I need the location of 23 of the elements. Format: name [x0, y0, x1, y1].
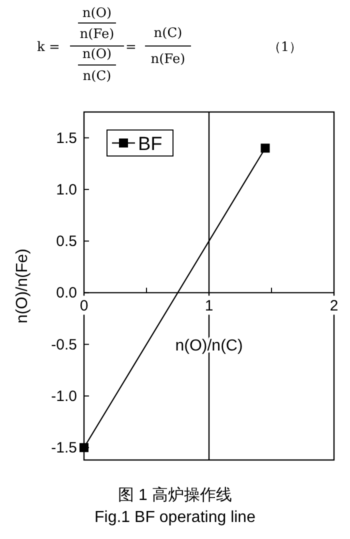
- x-tick-label: 0: [80, 298, 88, 315]
- caption: Fig.1 BF operating line: [94, 509, 256, 526]
- caption: 图 1 高炉操作线: [118, 486, 232, 504]
- x-tick-label: 2: [330, 298, 338, 315]
- y-tick-label: 1.5: [56, 130, 77, 147]
- text: n(Fe): [80, 27, 114, 42]
- text: n(O): [82, 47, 112, 62]
- text: n(C): [82, 69, 112, 84]
- y-tick-label: 0.0: [56, 284, 77, 302]
- y-axis-title: n(O)/n(Fe): [14, 248, 31, 324]
- text: =: [126, 40, 136, 55]
- legend-label: BF: [138, 134, 162, 155]
- y-tick-label: -1.0: [51, 388, 77, 405]
- text: n(Fe): [150, 52, 186, 67]
- y-tick-label: 0.5: [56, 233, 77, 250]
- text: n(O): [82, 6, 112, 21]
- text: k =: [37, 40, 60, 55]
- text: n(C): [154, 26, 182, 41]
- text: （1）: [268, 40, 302, 55]
- y-tick-label: 1.0: [56, 181, 77, 198]
- x-tick-label: 1: [204, 298, 214, 315]
- y-tick-label: -0.5: [51, 336, 77, 354]
- y-tick-label: -1.5: [51, 440, 77, 457]
